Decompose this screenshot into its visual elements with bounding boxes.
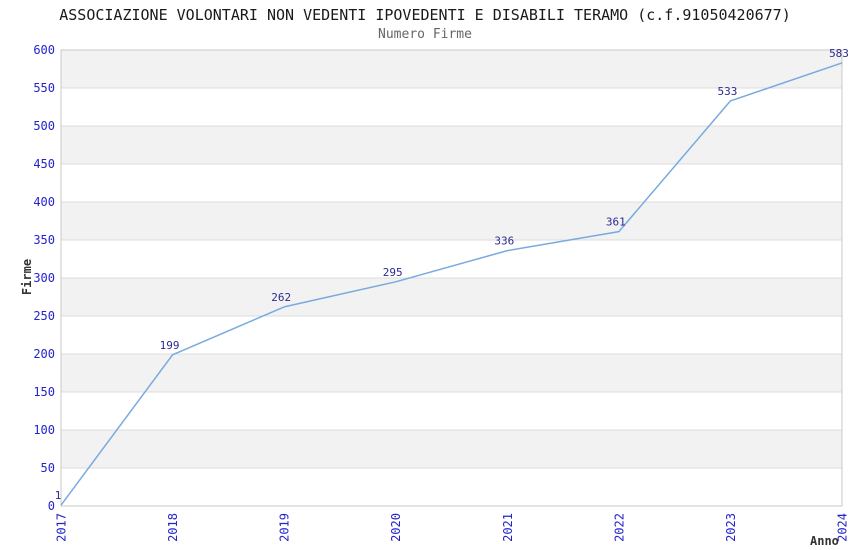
plot-band: [61, 202, 842, 240]
plot-band: [61, 430, 842, 468]
data-point-label: 295: [383, 266, 403, 279]
x-tick-label: 2023: [724, 513, 738, 542]
y-tick-label: 500: [33, 119, 55, 133]
plot-band: [61, 354, 842, 392]
x-tick-label: 2022: [612, 513, 626, 542]
data-point-label: 336: [494, 235, 514, 248]
data-point-label: 533: [717, 85, 737, 98]
y-tick-label: 550: [33, 81, 55, 95]
y-tick-label: 50: [41, 461, 55, 475]
trend-line: [60, 62, 843, 506]
plot-band: [61, 50, 842, 88]
y-tick-label: 250: [33, 309, 55, 323]
y-tick-label: 450: [33, 157, 55, 171]
y-tick-label: 300: [33, 271, 55, 285]
y-tick-label: 0: [48, 499, 55, 513]
data-point-label: 1: [55, 489, 62, 502]
data-point-label: 361: [606, 216, 626, 229]
x-axis-title: Anno: [810, 534, 839, 548]
data-point-label: 583: [829, 47, 849, 60]
x-tick-label: 2020: [389, 513, 403, 542]
x-tick-label: 2018: [166, 513, 180, 542]
chart-subtitle: Numero Firme: [378, 27, 472, 42]
y-tick-label: 150: [33, 385, 55, 399]
x-tick-label: 2019: [278, 513, 292, 542]
plot-border: [60, 49, 843, 507]
plot-band: [61, 278, 842, 316]
x-tick-label: 2017: [55, 513, 69, 542]
y-tick-label: 350: [33, 233, 55, 247]
y-tick-label: 400: [33, 195, 55, 209]
data-point-label: 262: [271, 291, 291, 304]
plot-band: [61, 126, 842, 164]
data-point-label: 199: [160, 339, 180, 352]
x-tick-label: 2021: [501, 513, 515, 542]
y-tick-label: 100: [33, 423, 55, 437]
y-tick-label: 600: [33, 43, 55, 57]
x-tick-label: 2024: [836, 513, 850, 542]
y-tick-label: 200: [33, 347, 55, 361]
chart-title: ASSOCIAZIONE VOLONTARI NON VEDENTI IPOVE…: [59, 6, 791, 24]
